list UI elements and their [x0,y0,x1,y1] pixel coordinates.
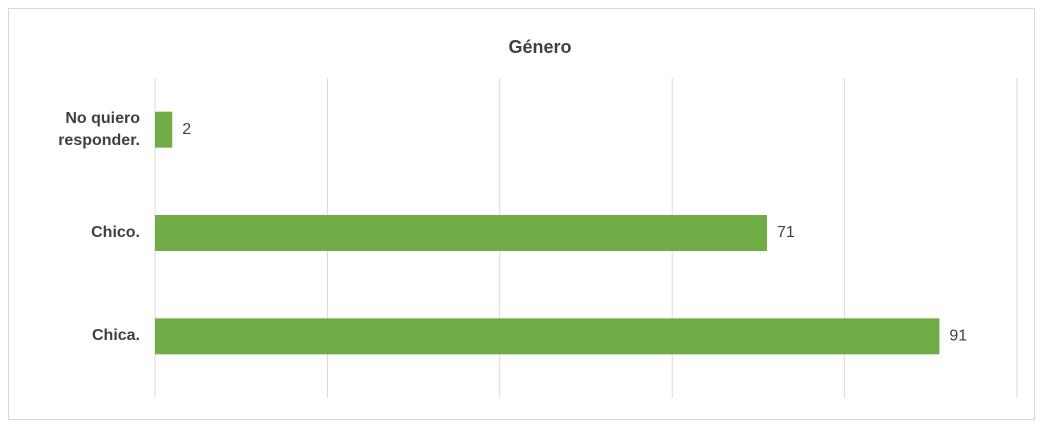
chart-border [8,8,1035,420]
bar [155,318,940,355]
bar [155,111,173,148]
y-tick-label: Chico. [91,224,140,241]
data-label: 91 [949,328,967,345]
data-label: 71 [777,224,795,241]
chart-title: Género [508,37,571,57]
y-tick-label: No quiero responder. [58,109,140,149]
y-tick-label: Chica. [91,327,140,345]
data-label: 2 [182,121,191,138]
bar [155,215,768,251]
